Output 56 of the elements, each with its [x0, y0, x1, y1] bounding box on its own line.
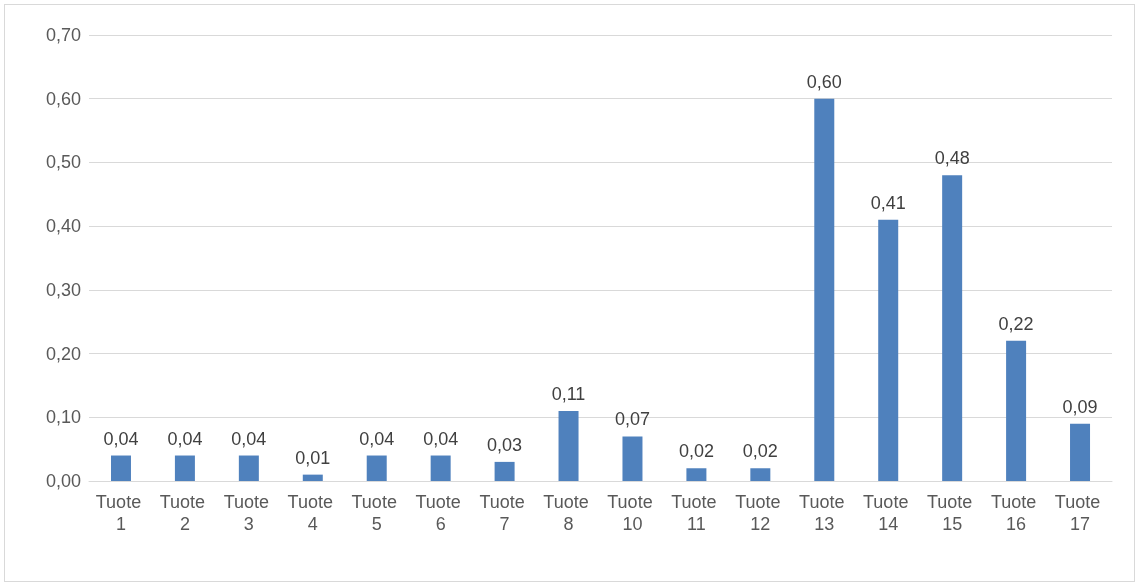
bar	[302, 474, 323, 481]
bar	[110, 455, 131, 481]
data-label: 0,41	[870, 192, 906, 213]
data-label: 0,04	[231, 428, 267, 449]
x-tick-label: Tuote 5	[351, 492, 402, 534]
data-label: 0,04	[103, 428, 139, 449]
bar	[942, 175, 963, 481]
data-label: 0,07	[614, 409, 650, 430]
data-label: 0,04	[423, 428, 459, 449]
y-tick-label: 0,00	[45, 471, 81, 491]
x-tick-label: Tuote 17	[1054, 492, 1106, 534]
bar	[686, 468, 707, 481]
x-tick-label: Tuote 4	[287, 492, 338, 534]
bar	[366, 455, 387, 481]
bar	[750, 468, 771, 481]
bar	[558, 410, 579, 481]
data-label: 0,04	[359, 428, 395, 449]
data-label: 0,04	[167, 428, 203, 449]
x-tick-label: Tuote 7	[479, 492, 530, 534]
y-tick-label: 0,30	[45, 279, 81, 300]
x-tick-label: Tuote 16	[990, 492, 1042, 534]
bar	[494, 461, 515, 481]
data-label: 0,02	[678, 441, 714, 462]
bar	[238, 455, 259, 481]
data-label: 0,60	[806, 71, 842, 92]
y-tick-label: 0,60	[45, 88, 81, 109]
x-tick-label: Tuote 6	[415, 492, 466, 534]
y-tick-label: 0,70	[45, 25, 81, 45]
x-tick-label: Tuote 10	[607, 492, 658, 534]
bar	[814, 98, 835, 481]
bar	[622, 436, 643, 481]
x-tick-label: Tuote 1	[95, 492, 147, 534]
bar	[1006, 340, 1027, 481]
bar	[878, 219, 899, 481]
data-label: 0,03	[487, 434, 523, 455]
data-label: 0,22	[998, 313, 1034, 334]
x-tick-label: Tuote 2	[159, 492, 211, 534]
x-tick-label: Tuote 11	[671, 492, 722, 534]
bar	[1070, 423, 1091, 481]
data-label: 0,09	[1062, 396, 1098, 417]
x-tick-label: Tuote 15	[926, 492, 978, 534]
data-label: 0,02	[742, 441, 778, 462]
x-tick-label: Tuote 3	[223, 492, 275, 534]
data-label: 0,48	[934, 148, 970, 169]
data-label: 0,01	[295, 447, 331, 468]
x-tick-label: Tuote 8	[543, 492, 594, 534]
bar	[430, 455, 451, 481]
data-label: 0,11	[551, 383, 586, 404]
y-tick-label: 0,40	[45, 216, 81, 237]
x-tick-label: Tuote 13	[799, 492, 850, 534]
y-tick-label: 0,20	[45, 343, 81, 364]
bar	[174, 455, 195, 481]
y-tick-label: 0,50	[45, 152, 81, 173]
x-tick-label: Tuote 14	[863, 492, 914, 534]
y-tick-label: 0,10	[45, 407, 81, 428]
x-tick-label: Tuote 12	[735, 492, 786, 534]
